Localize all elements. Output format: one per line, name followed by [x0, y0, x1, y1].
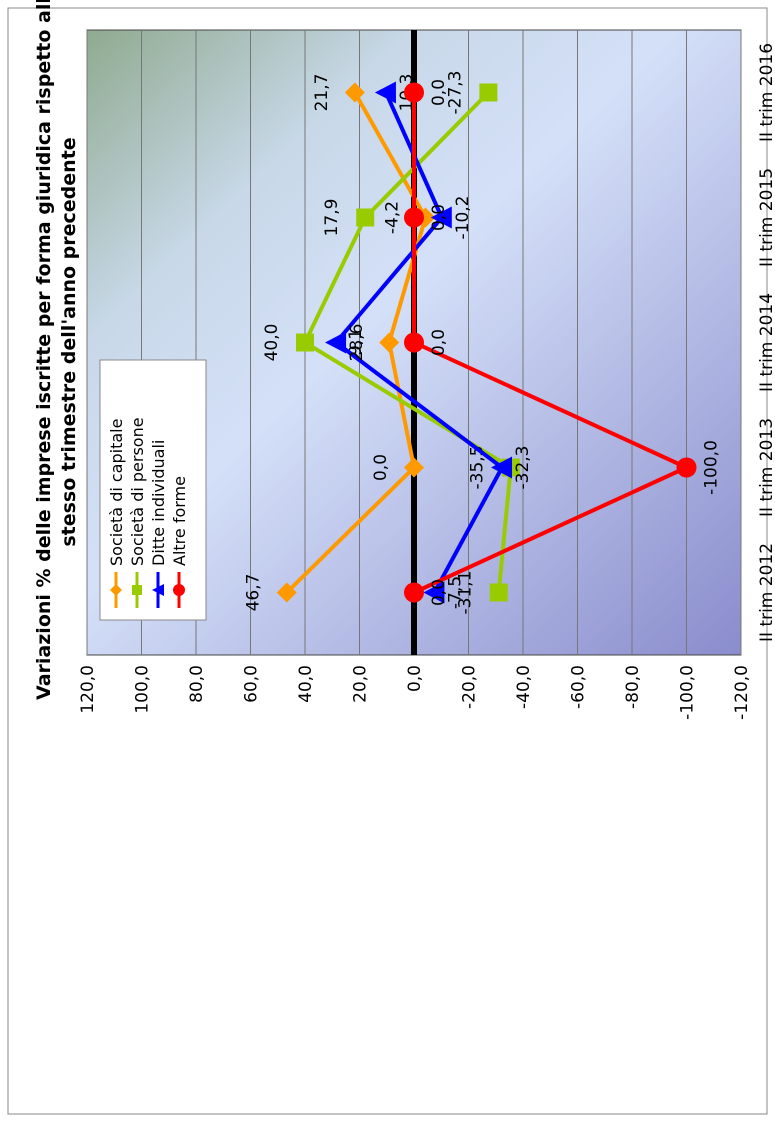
- x-tick-label: II trim 2014: [757, 293, 775, 392]
- chart-title-line1: Variazioni % delle imprese iscritte per …: [33, 0, 55, 700]
- y-tick-label: 60,0: [242, 665, 262, 703]
- data-label: -10,2: [453, 196, 473, 240]
- y-tick-label: -100,0: [678, 665, 698, 720]
- data-point: [276, 582, 297, 603]
- data-point: [404, 332, 424, 353]
- y-tick-label: -80,0: [623, 665, 643, 709]
- data-label: -31,1: [456, 571, 476, 615]
- data-point: [676, 457, 697, 478]
- y-tick-label: 120,0: [78, 665, 98, 714]
- data-label: -7,5: [445, 576, 465, 609]
- data-label: 0,0: [429, 204, 449, 231]
- legend-marker: [132, 585, 142, 595]
- legend-label: Altre forme: [170, 476, 189, 566]
- legend-item: Altre forme: [170, 476, 189, 608]
- data-label: 0,0: [429, 329, 449, 356]
- legend-label: Società di persone: [128, 417, 147, 566]
- data-label: 28,6: [347, 324, 367, 362]
- y-tick-label: -120,0: [732, 665, 752, 720]
- data-label: -35,5: [468, 446, 488, 490]
- y-tick-label: -20,0: [460, 665, 480, 709]
- data-label: 17,9: [322, 199, 342, 237]
- y-tick-label: -60,0: [569, 665, 589, 709]
- x-tick-label: II trim 2013: [757, 418, 775, 517]
- legend-marker: [110, 584, 122, 596]
- x-tick-label: II trim 2015: [757, 168, 775, 267]
- data-label: 0,0: [371, 454, 391, 481]
- legend-box: [99, 359, 207, 621]
- data-label: 40,0: [262, 324, 282, 362]
- x-axis: II trim 2012 II trim 2013 II trim 2014 II t…: [757, 43, 775, 642]
- series-3: 0,0 -100,0 0,0 0,0 0,0: [404, 79, 722, 606]
- data-label: -32,3: [513, 446, 533, 490]
- data-point: [479, 83, 498, 102]
- data-label: -27,3: [445, 71, 465, 115]
- series-1: -31,1 -35,5 40,0 17,9 -27,3: [262, 71, 520, 615]
- chart-title-group: Variazioni % delle imprese iscritte per …: [33, 0, 80, 700]
- series-group: 46,7 0,0 9,1 -4,2 21,7 -31,1 -35,5 40,0 17,9 -27,…: [244, 71, 722, 615]
- y-axis: 120,0 100,0 80,0 60,0 40,0 20,0 0,0 -20,0 -40,0 -…: [78, 665, 752, 720]
- legend-marker: [152, 584, 164, 596]
- data-point: [489, 583, 508, 602]
- data-point: [404, 457, 424, 478]
- data-label: 46,7: [244, 574, 264, 612]
- data-point: [491, 456, 513, 479]
- y-tick-label: 80,0: [187, 665, 207, 703]
- data-point: [423, 581, 445, 604]
- data-point: [356, 208, 375, 227]
- data-point: [430, 206, 452, 229]
- x-tick-label: II trim 2012: [757, 543, 775, 642]
- y-tick-label: 40,0: [296, 665, 316, 703]
- y-tick-label: -40,0: [514, 665, 534, 709]
- y-tick-label: 20,0: [351, 665, 371, 703]
- data-point: [296, 333, 314, 352]
- data-label: -4,2: [382, 201, 402, 234]
- data-point: [404, 82, 424, 103]
- y-tick-label: 100,0: [133, 665, 153, 714]
- data-label: 0,0: [429, 79, 449, 106]
- data-label: -100,0: [702, 440, 722, 495]
- x-tick-label: II trim 2016: [757, 43, 775, 142]
- data-point: [404, 582, 424, 603]
- legend-marker: [173, 584, 185, 596]
- legend-label: Società di capitale: [107, 419, 126, 566]
- data-point: [374, 81, 396, 104]
- series-2: -7,5-32,328,6-10,210,3: [325, 74, 533, 609]
- legend-item: Ditte individuali: [149, 440, 168, 608]
- data-label: 9,1: [346, 329, 366, 356]
- chart-title-line2: stesso trimestre dell'anno precedente: [58, 137, 80, 546]
- data-point: [404, 207, 424, 228]
- y-tick-label: 0,0: [405, 665, 425, 692]
- legend-item: Società di persone: [128, 417, 147, 608]
- legend-item: Società di capitale: [107, 419, 126, 608]
- data-point: [325, 331, 347, 354]
- legend-label: Ditte individuali: [149, 440, 168, 566]
- data-point: [344, 82, 365, 103]
- data-label: 0,0: [429, 579, 449, 606]
- data-point: [379, 332, 400, 353]
- series-0: 46,7 0,0 9,1 -4,2 21,7: [244, 74, 436, 612]
- data-label: 21,7: [312, 74, 332, 112]
- legend: Società di capitale Società di persone Dit…: [99, 359, 207, 621]
